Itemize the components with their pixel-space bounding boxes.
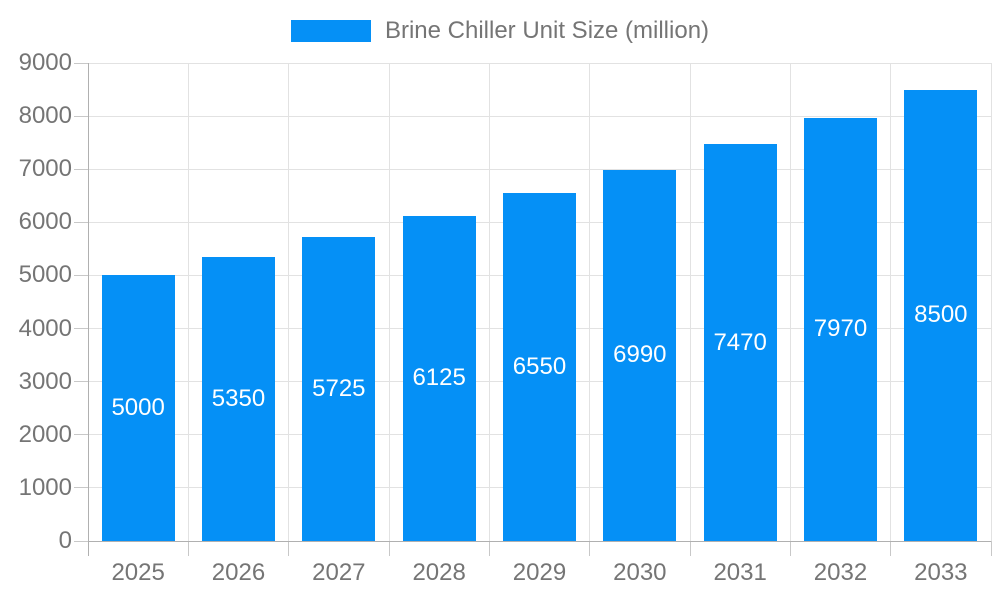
- gridline-vertical: [689, 63, 691, 541]
- x-tick-label-2031: 2031: [713, 559, 767, 586]
- x-axis-tick: [488, 541, 490, 556]
- gridline-horizontal: [88, 168, 991, 170]
- x-tick-label-2025: 2025: [111, 559, 165, 586]
- bar-2028[interactable]: 6125: [402, 215, 476, 541]
- x-tick-label-2030: 2030: [613, 559, 667, 586]
- x-tick-label-2033: 2033: [914, 559, 968, 586]
- bar-value-label: 8500: [914, 301, 968, 329]
- bar-2027[interactable]: 5725: [302, 236, 376, 541]
- y-axis-tick: [74, 274, 88, 276]
- x-axis-tick: [689, 541, 691, 556]
- bar-2030[interactable]: 6990: [603, 169, 677, 541]
- bar-2031[interactable]: 7470: [703, 144, 777, 541]
- x-axis-line: [88, 540, 991, 542]
- y-tick-label: 4000: [18, 314, 72, 342]
- x-axis-tick: [288, 541, 290, 556]
- bar-value-label: 6990: [613, 341, 667, 369]
- gridline-vertical: [187, 63, 189, 541]
- bar-2029[interactable]: 6550: [503, 193, 576, 541]
- bar-2033[interactable]: 8500: [904, 89, 978, 541]
- y-axis-tick: [74, 487, 88, 489]
- bar-2032[interactable]: 7970: [804, 117, 877, 541]
- y-axis-tick: [74, 221, 88, 223]
- y-tick-label: 2000: [18, 420, 72, 448]
- bar-value-label: 5000: [111, 394, 165, 422]
- y-tick-label: 6000: [18, 208, 72, 236]
- x-tick-label-2029: 2029: [512, 559, 567, 586]
- y-axis-tick: [74, 540, 88, 542]
- y-tick-label: 9000: [18, 49, 72, 76]
- y-axis-line: [87, 63, 89, 556]
- x-tick-label-2032: 2032: [813, 559, 868, 586]
- x-axis-tick: [388, 541, 390, 556]
- legend[interactable]: Brine Chiller Unit Size (million): [0, 15, 1000, 47]
- gridline-vertical: [589, 63, 591, 541]
- x-tick-label-2026: 2026: [211, 559, 266, 586]
- y-axis-tick: [74, 62, 88, 64]
- gridline-horizontal: [88, 115, 991, 117]
- y-tick-label: 7000: [18, 155, 72, 183]
- y-tick-label: 0: [58, 527, 72, 554]
- bar-value-label: 7470: [713, 328, 767, 356]
- gridline-horizontal: [88, 62, 991, 64]
- x-axis-tick: [187, 541, 189, 556]
- gridline-vertical: [488, 63, 490, 541]
- y-tick-label: 5000: [18, 261, 72, 289]
- x-tick-label-2027: 2027: [312, 559, 366, 586]
- bar-2026[interactable]: 5350: [202, 256, 275, 541]
- y-axis-tick: [74, 434, 88, 436]
- y-axis-tick: [74, 168, 88, 170]
- y-axis-tick: [74, 115, 88, 117]
- bar-2025[interactable]: 5000: [101, 275, 175, 541]
- x-axis-tick: [990, 541, 992, 556]
- legend-swatch: [290, 20, 371, 42]
- gridline-vertical: [990, 63, 992, 541]
- bar-value-label: 5350: [211, 384, 266, 412]
- gridline-vertical: [789, 63, 791, 541]
- x-axis-tick: [890, 541, 892, 556]
- x-axis-tick: [589, 541, 591, 556]
- gridline-vertical: [890, 63, 892, 541]
- x-tick-label-2028: 2028: [412, 559, 466, 586]
- y-axis-tick: [74, 328, 88, 330]
- y-axis-tick: [74, 381, 88, 383]
- gridline-vertical: [288, 63, 290, 541]
- y-tick-label: 1000: [18, 473, 72, 501]
- bar-value-label: 5725: [312, 374, 366, 402]
- y-tick-label: 3000: [18, 367, 72, 395]
- legend-label: Brine Chiller Unit Size (million): [384, 17, 710, 44]
- bar-value-label: 6550: [512, 353, 567, 381]
- gridline-vertical: [388, 63, 390, 541]
- bar-value-label: 6125: [412, 364, 466, 392]
- y-tick-label: 8000: [18, 102, 72, 130]
- bar-value-label: 7970: [813, 315, 868, 343]
- x-axis-tick: [789, 541, 791, 556]
